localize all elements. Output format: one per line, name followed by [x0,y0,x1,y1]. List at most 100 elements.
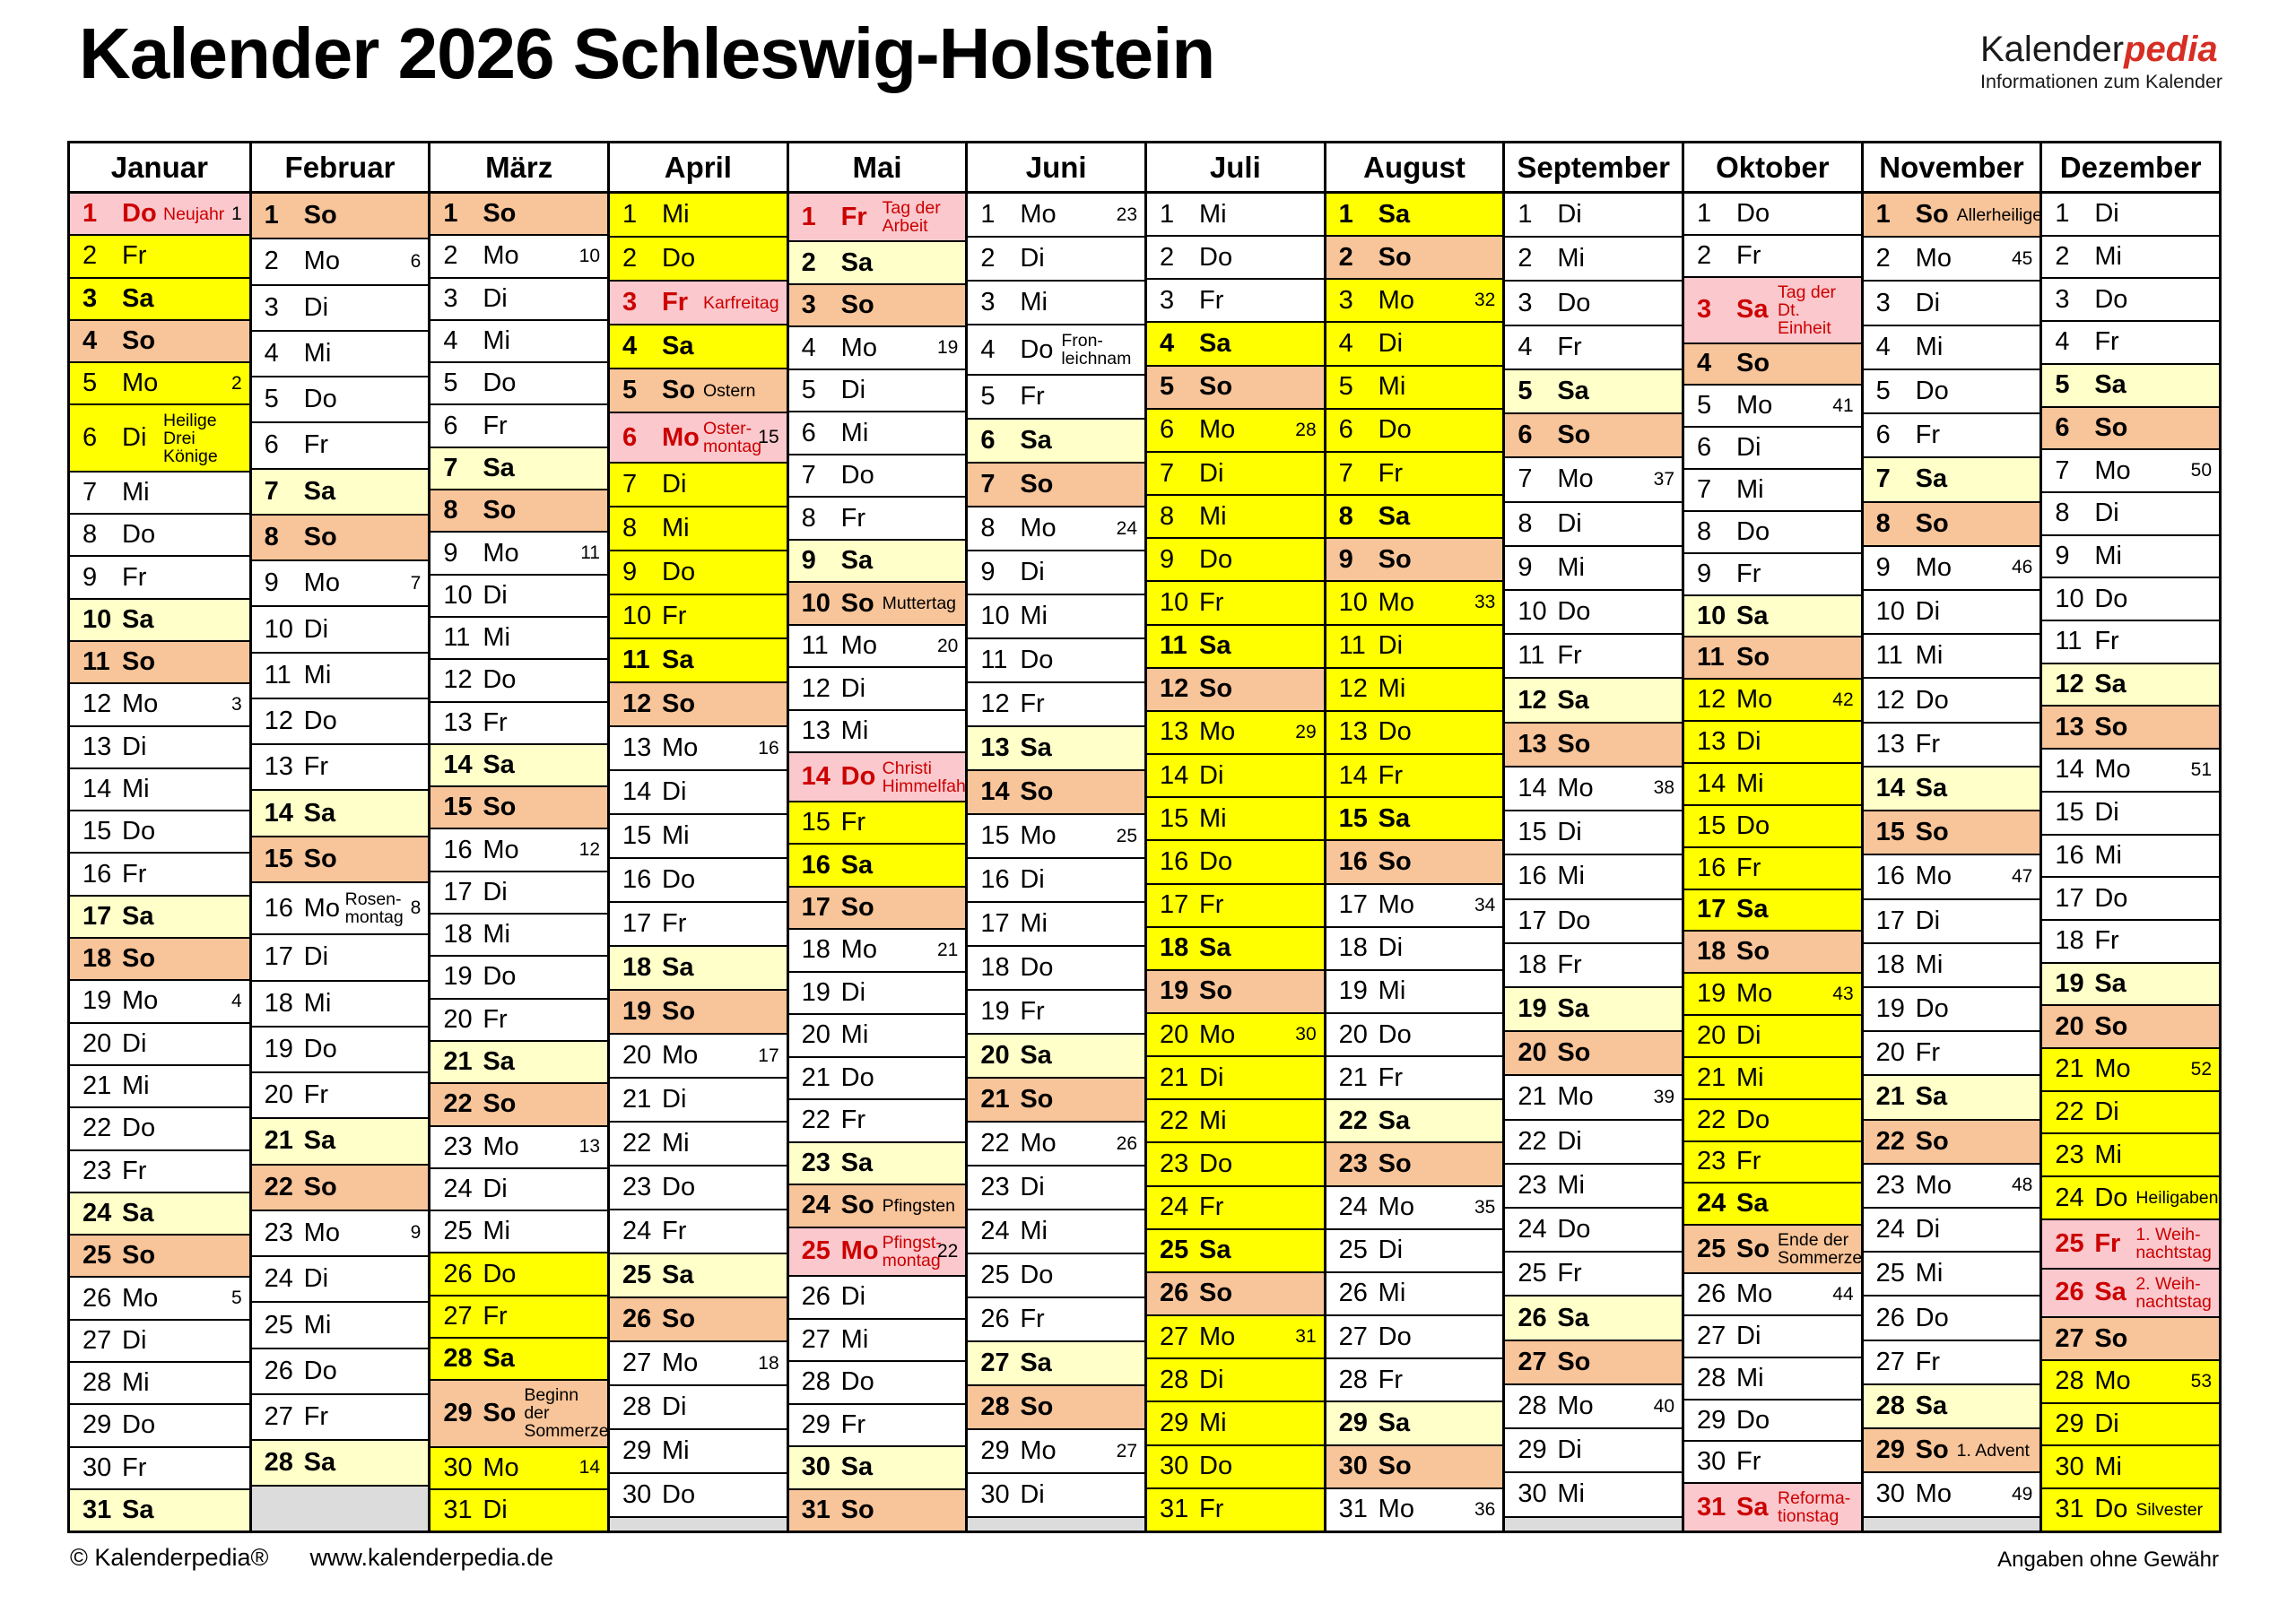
day-cell-oktober-1: 1 Do [1684,194,1861,236]
empty-cell-november-31 [1863,1517,2040,1531]
week-number: 6 [410,250,422,272]
weekday-abbr: Do [1557,906,1591,935]
day-number: 22 [1697,1105,1726,1134]
day-number: 5 [801,376,816,405]
day-number: 17 [980,909,1010,938]
weekday-abbr: Di [2094,199,2119,229]
weekday-abbr: Fr [1736,1147,1761,1176]
day-cell-november-8: 8 So [1863,502,2040,547]
day-number: 25 [1875,1259,1905,1288]
day-number: 27 [1697,1321,1726,1350]
weekday-abbr: Di [303,942,329,972]
day-cell-august-8: 8 Sa [1326,496,1503,540]
weekday-abbr: Di [483,1496,508,1525]
day-number: 11 [83,647,110,677]
day-cell-mai-17: 17 So [788,887,966,931]
day-cell-april-24: 24 Fr [610,1210,787,1254]
month-header-dezember: Dezember [2042,143,2219,194]
day-number: 15 [2055,798,2084,828]
day-label: Pfingst- montag [882,1232,942,1270]
weekday-abbr: Di [662,777,687,806]
weekday-abbr: Di [1557,1435,1582,1465]
weekday-abbr: So [483,496,517,525]
day-cell-juni-3: 3 Mi [968,282,1144,325]
weekday-abbr: Sa [662,332,694,360]
day-label: 2. Weih- nachtstag [2135,1273,2212,1312]
day-number: 29 [980,1436,1010,1465]
day-number: 29 [2055,1409,2084,1439]
day-number: 10 [801,588,831,618]
weekday-abbr: Do [662,1173,696,1201]
day-cell-august-17: 17 Mo 34 [1326,884,1503,928]
kalenderpedia-logo[interactable]: Kalenderpedia Informationen zum Kalender [1980,30,2222,93]
weekday-abbr: Do [1378,1019,1412,1049]
day-number: 23 [443,1132,473,1161]
weekday-abbr: Mo [662,1041,699,1070]
day-number: 16 [83,859,112,889]
day-number: 6 [1875,421,1891,450]
day-cell-maerz-5: 5 Do [430,363,607,406]
weekday-abbr: So [840,892,874,922]
weekday-abbr: Sa [122,1198,154,1227]
day-number: 15 [801,808,831,837]
day-cell-april-17: 17 Fr [610,903,787,947]
month-header-august: August [1326,143,1503,194]
day-cell-september-4: 4 Fr [1505,325,1682,370]
day-cell-februar-19: 19 Do [251,1027,429,1074]
weekday-abbr: Mo [1378,1192,1414,1222]
day-number: 20 [2055,1011,2084,1041]
day-number: 2 [1697,240,1712,270]
weekday-abbr: Mo [1199,717,1236,747]
day-number: 28 [980,1392,1010,1421]
day-cell-november-15: 15 So [1863,811,2040,856]
weekday-abbr: Sa [483,750,515,779]
day-number: 5 [443,369,458,398]
day-number: 20 [264,1080,293,1110]
weekday-abbr: Do [1020,953,1054,982]
day-number: 23 [1160,1149,1189,1179]
weekday-abbr: Di [662,1085,687,1114]
day-number: 13 [622,733,652,762]
day-number: 25 [622,1261,652,1289]
day-cell-oktober-22: 22 Do [1684,1099,1861,1142]
weekday-abbr: Mi [1199,199,1227,229]
day-cell-september-23: 23 Mi [1505,1164,1682,1210]
week-number: 22 [936,1240,959,1262]
week-number: 40 [1653,1395,1674,1417]
weekday-abbr: Do [1736,1405,1770,1435]
day-cell-august-3: 3 Mo 32 [1326,280,1503,324]
day-number: 2 [1338,242,1353,272]
weekday-abbr: Di [1557,508,1582,538]
day-cell-februar-28: 28 Sa [251,1441,429,1487]
weekday-abbr: Di [1199,458,1224,488]
day-number: 7 [83,477,98,507]
day-cell-juli-2: 2 Do [1147,237,1324,281]
day-number: 17 [2055,883,2084,913]
day-number: 14 [2055,755,2084,785]
weekday-abbr: Do [1736,516,1770,546]
weekday-abbr: So [1915,818,1949,847]
day-cell-mai-19: 19 Di [788,972,966,1016]
day-cell-dezember-10: 10 Do [2042,578,2219,622]
weekday-abbr: Do [303,1356,337,1385]
website-url[interactable]: www.kalenderpedia.de [309,1544,554,1571]
weekday-abbr: Di [303,292,329,322]
weekday-abbr: Mi [122,477,150,507]
day-cell-februar-13: 13 Fr [251,745,429,792]
day-number: 8 [443,496,458,525]
weekday-abbr: Di [1199,1062,1224,1092]
weekday-abbr: Di [1915,597,1941,627]
day-cell-august-4: 4 Di [1326,323,1503,367]
weekday-abbr: Mo [1736,979,1773,1009]
day-cell-april-14: 14 Di [610,771,787,815]
day-cell-november-17: 17 Di [1863,899,2040,944]
weekday-abbr: Sa [2094,370,2126,400]
day-cell-august-5: 5 Mi [1326,366,1503,410]
day-number: 28 [443,1344,473,1374]
day-cell-mai-13: 13 Mi [788,710,966,754]
month-header-mai: Mai [788,143,966,194]
weekday-abbr: Do [2094,1495,2128,1524]
day-number: 3 [1518,288,1533,317]
day-cell-januar-14: 14 Mi [70,768,249,812]
weekday-abbr: Sa [840,546,874,576]
